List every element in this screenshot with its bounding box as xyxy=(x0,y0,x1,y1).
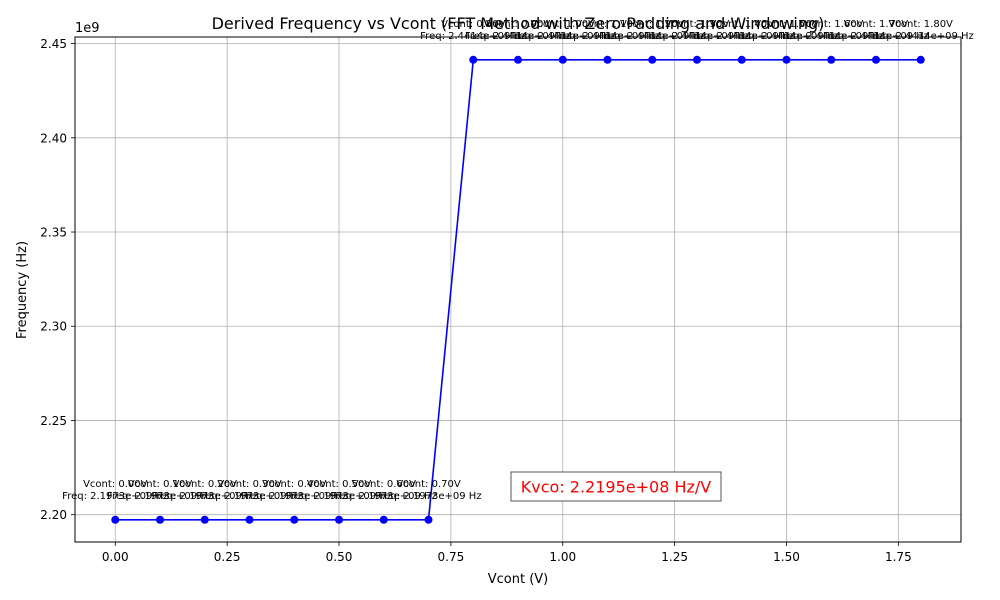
annotation-freq: Freq: 2.4414e+09 Hz xyxy=(868,31,974,42)
annotation-freq: Freq: 2.1973e+09 Hz xyxy=(241,491,347,502)
annotation-freq: Freq: 2.4414e+09 Hz xyxy=(823,31,929,42)
annotation-vcont: Vcont: 0.90V xyxy=(486,19,551,30)
annotation-freq: Freq: 2.4414e+09 Hz xyxy=(554,31,660,42)
kvco-box-frame xyxy=(510,471,722,502)
annotation-freq: Freq: 2.1973e+09 Hz xyxy=(152,491,258,502)
data-point xyxy=(737,55,746,64)
annotation-vcont: Vcont: 1.10V xyxy=(575,19,640,30)
plot-frame xyxy=(74,36,962,543)
annotation-vcont: Vcont: 0.20V xyxy=(173,479,238,490)
data-point xyxy=(648,55,657,64)
annotation-vcont: Vcont: 1.40V xyxy=(710,19,775,30)
data-point xyxy=(245,515,254,524)
annotation-vcont: Vcont: 1.30V xyxy=(665,19,730,30)
annotation-vcont: Vcont: 0.40V xyxy=(262,479,327,490)
x-axis-label: Vcont (V) xyxy=(488,572,549,587)
x-tick-label: 1.50 xyxy=(773,550,800,564)
x-tick-label: 1.75 xyxy=(885,550,912,564)
data-point xyxy=(603,55,612,64)
data-point xyxy=(871,55,880,64)
y-axis-ticks: 2.20 2.25 2.30 2.35 2.40 2.45 xyxy=(40,37,75,522)
x-tick-label: 0.75 xyxy=(438,550,465,564)
annotation-freq: Freq: 2.4414e+09 Hz xyxy=(689,31,795,42)
annotation-vcont: Vcont: 0.50V xyxy=(307,479,372,490)
data-point xyxy=(335,515,344,524)
x-axis-ticks: 0.00 0.25 0.50 0.75 1.00 1.25 1.50 1.75 xyxy=(102,542,912,564)
data-point xyxy=(558,55,567,64)
annotation-freq: Freq: 2.1973e+09 Hz xyxy=(286,491,392,502)
y-tick-label: 2.30 xyxy=(40,320,67,334)
data-point xyxy=(469,55,478,64)
y-tick-label: 2.40 xyxy=(40,131,67,145)
chart-title: Derived Frequency vs Vcont (FFT Method w… xyxy=(212,14,825,33)
annotation-freq: Freq: 2.1973e+09 Hz xyxy=(107,491,213,502)
annotation-vcont: Vcont: 1.20V xyxy=(620,19,685,30)
data-point xyxy=(379,515,388,524)
annotation-vcont: Vcont: 1.00V xyxy=(531,19,596,30)
annotation-vcont: Vcont: 0.60V xyxy=(352,479,417,490)
data-point xyxy=(200,515,209,524)
y-tick-label: 2.45 xyxy=(40,37,67,51)
data-point xyxy=(290,515,299,524)
data-point xyxy=(782,55,791,64)
annotation-vcont: Vcont: 0.30V xyxy=(217,479,282,490)
data-point xyxy=(424,515,433,524)
annotation-freq: Freq: 2.4414e+09 Hz xyxy=(420,31,526,42)
annotation-vcont: Vcont: 0.10V xyxy=(128,479,193,490)
data-point xyxy=(827,55,836,64)
kvco-box: Kvco: 2.2195e+08 Hz/V xyxy=(510,471,722,502)
kvco-label: Kvco: 2.2195e+08 Hz/V xyxy=(521,478,712,497)
series-layer xyxy=(111,55,925,524)
y-tick-label: 2.25 xyxy=(40,414,67,428)
annotation-freq: Freq: 2.1973e+09 Hz xyxy=(375,491,481,502)
annotation-freq: Freq: 2.4414e+09 Hz xyxy=(778,31,884,42)
annotation-freq: Freq: 2.4414e+09 Hz xyxy=(510,31,616,42)
annotation-freq: Freq: 2.1973e+09 Hz xyxy=(331,491,437,502)
annotation-vcont: Vcont: 0.00V xyxy=(83,479,148,490)
x-tick-label: 0.50 xyxy=(326,550,353,564)
x-tick-label: 1.00 xyxy=(549,550,576,564)
annotation-freq: Freq: 2.4414e+09 Hz xyxy=(733,31,839,42)
y-axis-label: Frequency (Hz) xyxy=(15,241,30,339)
x-tick-label: 0.25 xyxy=(214,550,241,564)
annotation-vcont: Vcont: 1.60V xyxy=(799,19,864,30)
annotation-freq: Freq: 2.4414e+09 Hz xyxy=(644,31,750,42)
annotation-freq: Freq: 2.1973e+09 Hz xyxy=(62,491,168,502)
y-tick-label: 2.20 xyxy=(40,508,67,522)
x-tick-label: 0.00 xyxy=(102,550,129,564)
annotation-freq: Freq: 2.4414e+09 Hz xyxy=(599,31,705,42)
data-point xyxy=(111,515,120,524)
data-point xyxy=(916,55,925,64)
annotation-vcont: Vcont: 1.80V xyxy=(889,19,954,30)
annotation-vcont: Vcont: 1.50V xyxy=(754,19,819,30)
data-point xyxy=(156,515,165,524)
data-point xyxy=(692,55,701,64)
annotation-freq: Freq: 2.1973e+09 Hz xyxy=(196,491,302,502)
y-offset-label: 1e9 xyxy=(75,21,100,36)
x-tick-label: 1.25 xyxy=(661,550,688,564)
annotation-vcont: Vcont: 1.70V xyxy=(844,19,909,30)
annotation-vcont: Vcont: 0.80V xyxy=(441,19,506,30)
annotation-vcont: Vcont: 0.70V xyxy=(396,479,461,490)
data-point xyxy=(514,55,522,64)
y-tick-label: 2.35 xyxy=(40,226,67,240)
annotation-freq: Freq: 2.4414e+09 Hz xyxy=(465,31,571,42)
